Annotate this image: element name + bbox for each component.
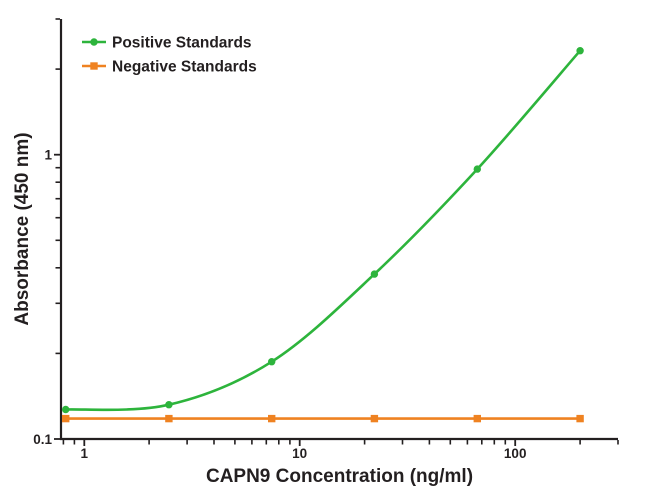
series-negative-standards: [62, 414, 584, 423]
legend-label: Negative Standards: [112, 59, 257, 76]
positive-standards-line: [64, 49, 582, 412]
x-axis-tick-label: 10: [292, 446, 307, 461]
x-axis-tick-label: 1: [81, 446, 89, 461]
y-axis-title: Absorbance (450 nm): [12, 132, 33, 325]
positive-standards-marker-circle-icon: [61, 405, 70, 414]
y-axis-tick-label: 0.1: [33, 432, 52, 447]
negative-standards-marker-square-icon: [90, 62, 98, 70]
negative-standards-marker-square-icon: [576, 414, 584, 423]
negative-standards-marker-square-icon: [165, 414, 173, 423]
positive-standards-marker-circle-icon: [473, 165, 481, 173]
x-axis-title: CAPN9 Concentration (ng/ml): [206, 466, 473, 487]
legend-item-negative-standards: Negative Standards: [82, 59, 257, 76]
x-axis-tick-label: 100: [504, 446, 527, 461]
legend: Positive Standards Negative Standards: [82, 35, 257, 76]
axis-lines: [59, 19, 618, 441]
negative-standards-marker-square-icon: [62, 414, 70, 423]
negative-standards-marker-square-icon: [268, 414, 276, 423]
legend-item-positive-standards: Positive Standards: [82, 35, 252, 52]
legend-label: Positive Standards: [112, 35, 252, 52]
y-axis-tick-label: 1: [44, 148, 52, 163]
positive-standards-marker-circle-icon: [576, 47, 584, 55]
negative-standards-marker-square-icon: [370, 414, 379, 423]
positive-standards-marker-circle-icon: [370, 270, 379, 278]
negative-standards-marker-square-icon: [473, 414, 481, 423]
series-positive-standards: [61, 47, 584, 414]
positive-standards-marker-circle-icon: [165, 401, 173, 409]
positive-standards-marker-circle-icon: [90, 38, 98, 46]
positive-standards-marker-circle-icon: [268, 358, 276, 366]
